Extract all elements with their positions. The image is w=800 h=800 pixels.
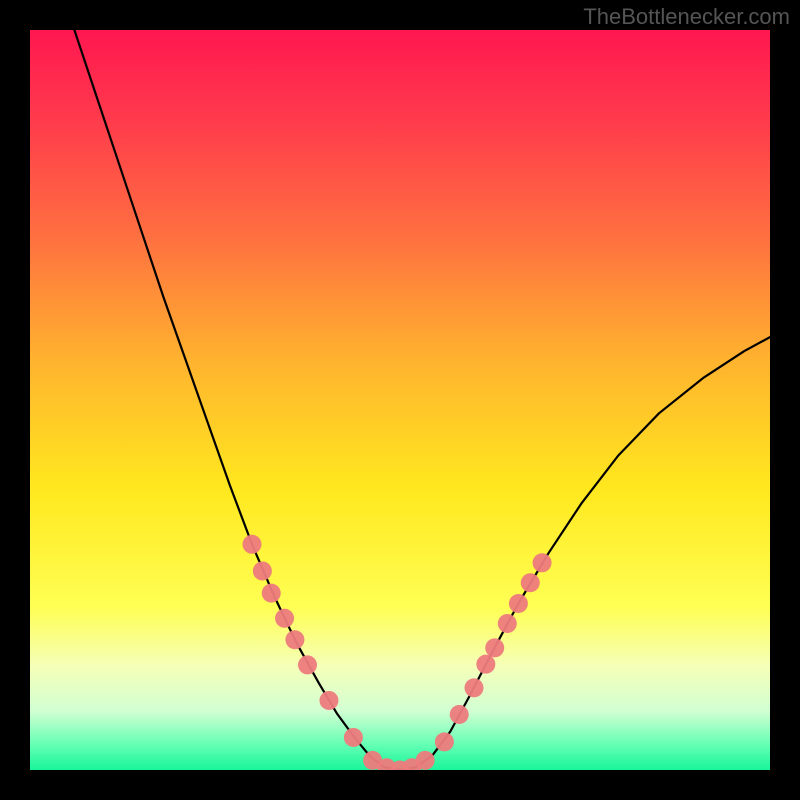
marker-point xyxy=(450,705,469,724)
marker-point xyxy=(243,535,262,554)
marker-point xyxy=(253,561,272,580)
chart-stage: TheBottlenecker.com xyxy=(0,0,800,800)
marker-point xyxy=(319,691,338,710)
marker-point xyxy=(465,678,484,697)
plot-background xyxy=(30,30,770,770)
marker-point xyxy=(262,584,281,603)
marker-point xyxy=(485,638,504,657)
watermark-text: TheBottlenecker.com xyxy=(583,4,790,30)
marker-point xyxy=(435,732,454,751)
marker-point xyxy=(533,553,552,572)
marker-point xyxy=(521,573,540,592)
marker-point xyxy=(285,630,304,649)
marker-point xyxy=(275,609,294,628)
marker-point xyxy=(476,655,495,674)
marker-point xyxy=(344,728,363,747)
marker-point xyxy=(509,594,528,613)
marker-point xyxy=(298,655,317,674)
marker-point xyxy=(416,751,435,770)
marker-point xyxy=(498,614,517,633)
bottleneck-chart xyxy=(0,0,800,800)
